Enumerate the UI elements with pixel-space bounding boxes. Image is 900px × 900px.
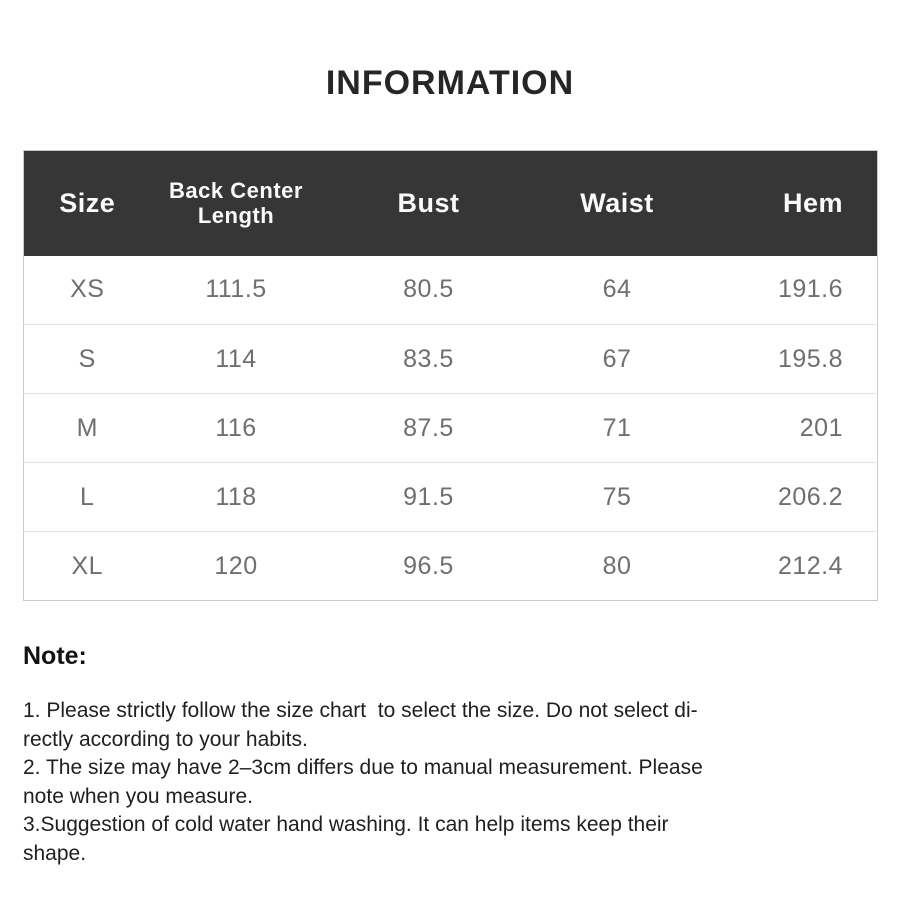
- waist-value: 64: [602, 275, 632, 304]
- bust-value: 91.5: [321, 462, 536, 532]
- hem-value: 195.8: [698, 324, 878, 394]
- size-value: XS: [70, 275, 105, 304]
- waist-value: 80: [535, 531, 699, 601]
- size-value: L: [23, 462, 151, 532]
- hem-value: 201: [698, 393, 878, 463]
- hem-value: 206.2: [698, 462, 878, 532]
- size-row-xs: XS 111.5 80.5 64 191.6: [24, 256, 878, 325]
- col-header-waist: Waist: [535, 150, 699, 256]
- bust-value: 83.5: [321, 324, 536, 394]
- notes-list: 1. Please strictly follow the size chart…: [23, 697, 878, 868]
- col-header-back-center-line2: Length: [197, 203, 275, 229]
- col-header-bust: Bust: [321, 150, 536, 256]
- bust-value: 80.5: [403, 275, 454, 304]
- back-center-length-value: 114: [150, 324, 322, 394]
- size-row-l: L 118 91.5 75 206.2: [23, 462, 878, 532]
- col-header-size: Size: [23, 150, 151, 256]
- waist-value: 71: [535, 393, 699, 463]
- col-header-hem: Hem: [698, 150, 878, 256]
- back-center-length-value: 120: [150, 531, 322, 601]
- waist-value: 75: [535, 462, 699, 532]
- back-center-length-value: 118: [150, 462, 322, 532]
- size-row-m: M 116 87.5 71 201: [23, 393, 878, 463]
- bust-value: 87.5: [321, 393, 536, 463]
- waist-value: 67: [535, 324, 699, 394]
- size-row-xl: XL 120 96.5 80 212.4: [23, 531, 878, 601]
- col-header-back-center-length: Back Center Length: [150, 150, 322, 256]
- size-table-header-row: Size Back Center Length Bust Waist Hem: [23, 150, 878, 256]
- back-center-length-value: 116: [150, 393, 322, 463]
- note-item-2: 2. The size may have 2–3cm differs due t…: [23, 756, 703, 808]
- size-value: XL: [23, 531, 151, 601]
- size-row-s: S 114 83.5 67 195.8: [23, 324, 878, 394]
- bust-value: 96.5: [321, 531, 536, 601]
- hem-value: 191.6: [777, 275, 843, 304]
- note-heading: Note:: [23, 642, 87, 670]
- note-item-3: 3.Suggestion of cold water hand washing.…: [23, 813, 669, 865]
- note-item-1: 1. Please strictly follow the size chart…: [23, 699, 698, 751]
- back-center-length-value: 111.5: [205, 275, 267, 304]
- page-title: INFORMATION: [325, 64, 575, 102]
- size-value: S: [23, 324, 151, 394]
- hem-value: 212.4: [698, 531, 878, 601]
- size-value: M: [23, 393, 151, 463]
- col-header-back-center-line1: Back Center: [169, 178, 303, 204]
- size-chart-table: Size Back Center Length Bust Waist Hem X…: [23, 150, 878, 601]
